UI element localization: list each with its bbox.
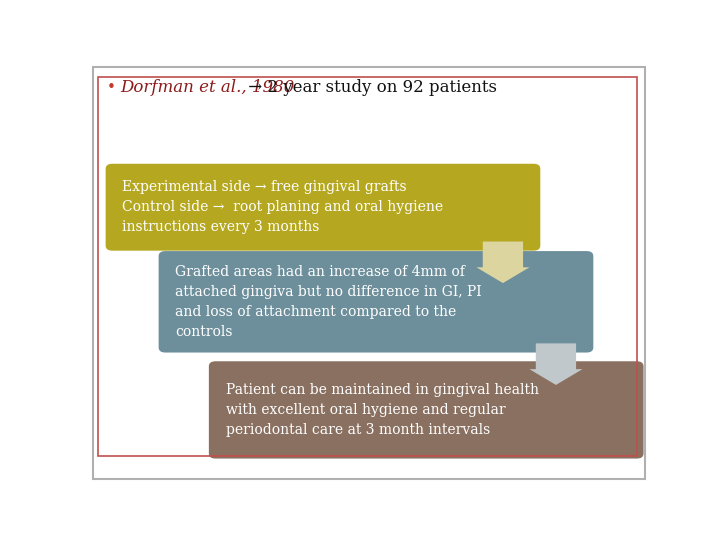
Text: Grafted areas had an increase of 4mm of
attached gingiva but no difference in GI: Grafted areas had an increase of 4mm of …	[176, 265, 482, 339]
FancyBboxPatch shape	[158, 251, 593, 353]
FancyBboxPatch shape	[209, 361, 644, 458]
FancyBboxPatch shape	[106, 164, 540, 251]
Text: Dorfman et al., 1980: Dorfman et al., 1980	[121, 79, 295, 96]
Text: •: •	[107, 80, 116, 95]
Text: Patient can be maintained in gingival health
with excellent oral hygiene and reg: Patient can be maintained in gingival he…	[225, 383, 539, 437]
Polygon shape	[529, 343, 582, 385]
Text: → 2 year study on 92 patients: → 2 year study on 92 patients	[243, 79, 498, 96]
Polygon shape	[477, 241, 529, 283]
Text: Experimental side → free gingival grafts
Control side →  root planing and oral h: Experimental side → free gingival grafts…	[122, 180, 444, 234]
